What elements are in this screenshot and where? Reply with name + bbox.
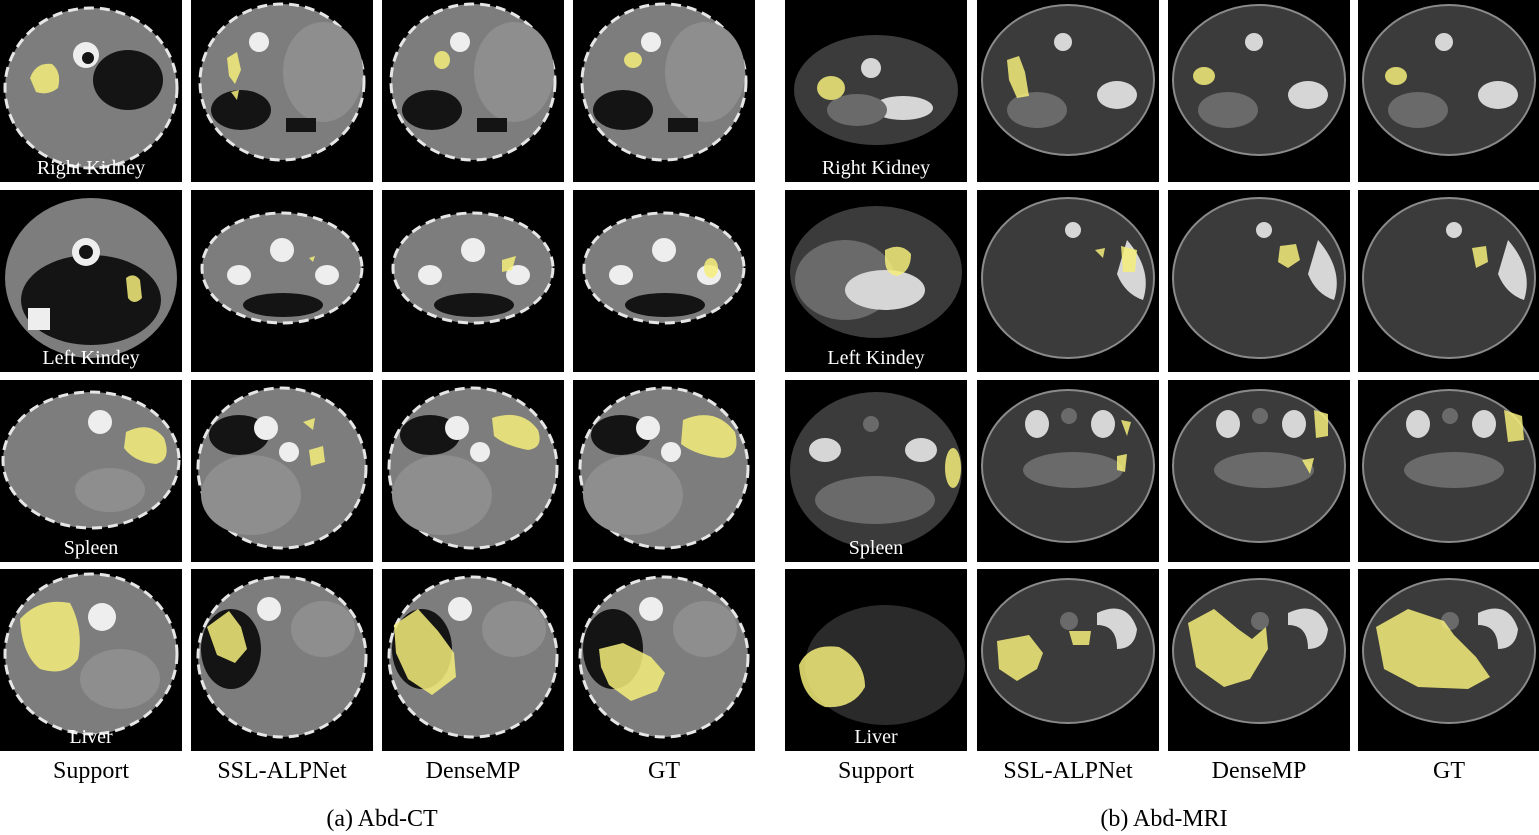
mri-ssl-alpnet-right-kidney [977, 0, 1159, 182]
organ-label: Spleen [63, 537, 119, 559]
organ-label: Left Kindey [827, 347, 925, 369]
ct-gt-liver [573, 569, 755, 751]
ct-support-spleen: Spleen [0, 380, 182, 562]
mri-densemp-left-kidney [1168, 190, 1350, 372]
column-label-gt: GT [648, 758, 680, 784]
ct-densemp-right-kidney [382, 0, 564, 182]
ct-ssl-alpnet-right-kidney [191, 0, 373, 182]
ct-gt-left-kidney [573, 190, 755, 372]
mri-gt-right-kidney [1358, 0, 1539, 182]
column-label-densemp: DenseMP [1211, 758, 1307, 784]
ct-support-liver: Liver [0, 569, 182, 751]
mri-ssl-alpnet-left-kidney [977, 190, 1159, 372]
organ-label: Liver [69, 726, 113, 748]
mri-support-liver: Liver [785, 569, 967, 751]
mri-gt-left-kidney [1358, 190, 1539, 372]
ct-support-left-kidney: Left Kindey [0, 190, 182, 372]
column-label-densemp: DenseMP [425, 758, 521, 784]
organ-label: Right Kidney [36, 157, 146, 179]
mri-densemp-spleen [1168, 380, 1350, 562]
column-label-support: Support [837, 758, 914, 784]
mri-ssl-alpnet-liver [977, 569, 1159, 751]
ct-ssl-alpnet-liver [191, 569, 373, 751]
ct-ssl-alpnet-spleen [191, 380, 373, 562]
column-label-support: Support [52, 758, 129, 784]
panel-caption-ct: (a) Abd-CT [326, 806, 438, 832]
column-label-ssl-alpnet: SSL-ALPNet [217, 758, 347, 784]
ct-ssl-alpnet-left-kidney [191, 190, 373, 372]
organ-label: Spleen [848, 537, 904, 559]
column-label-gt: GT [1433, 758, 1465, 784]
mri-gt-liver [1358, 569, 1539, 751]
organ-label: Right Kidney [821, 157, 931, 179]
mri-ssl-alpnet-spleen [977, 380, 1159, 562]
ct-densemp-left-kidney [382, 190, 564, 372]
ct-support-right-kidney: Right Kidney [0, 0, 182, 182]
mri-densemp-liver [1168, 569, 1350, 751]
mri-support-right-kidney: Right Kidney [785, 0, 967, 182]
panel-caption-mri: (b) Abd-MRI [1100, 806, 1228, 832]
mri-support-spleen: Spleen [785, 380, 967, 562]
ct-gt-right-kidney [573, 0, 755, 182]
ct-densemp-spleen [382, 380, 564, 562]
mri-support-left-kidney: Left Kindey [785, 190, 967, 372]
ct-gt-spleen [573, 380, 755, 562]
mri-densemp-right-kidney [1168, 0, 1350, 182]
column-label-ssl-alpnet: SSL-ALPNet [1003, 758, 1133, 784]
ct-densemp-liver [382, 569, 564, 751]
organ-label: Left Kindey [42, 347, 140, 369]
organ-label: Liver [854, 726, 898, 748]
mri-gt-spleen [1358, 380, 1539, 562]
